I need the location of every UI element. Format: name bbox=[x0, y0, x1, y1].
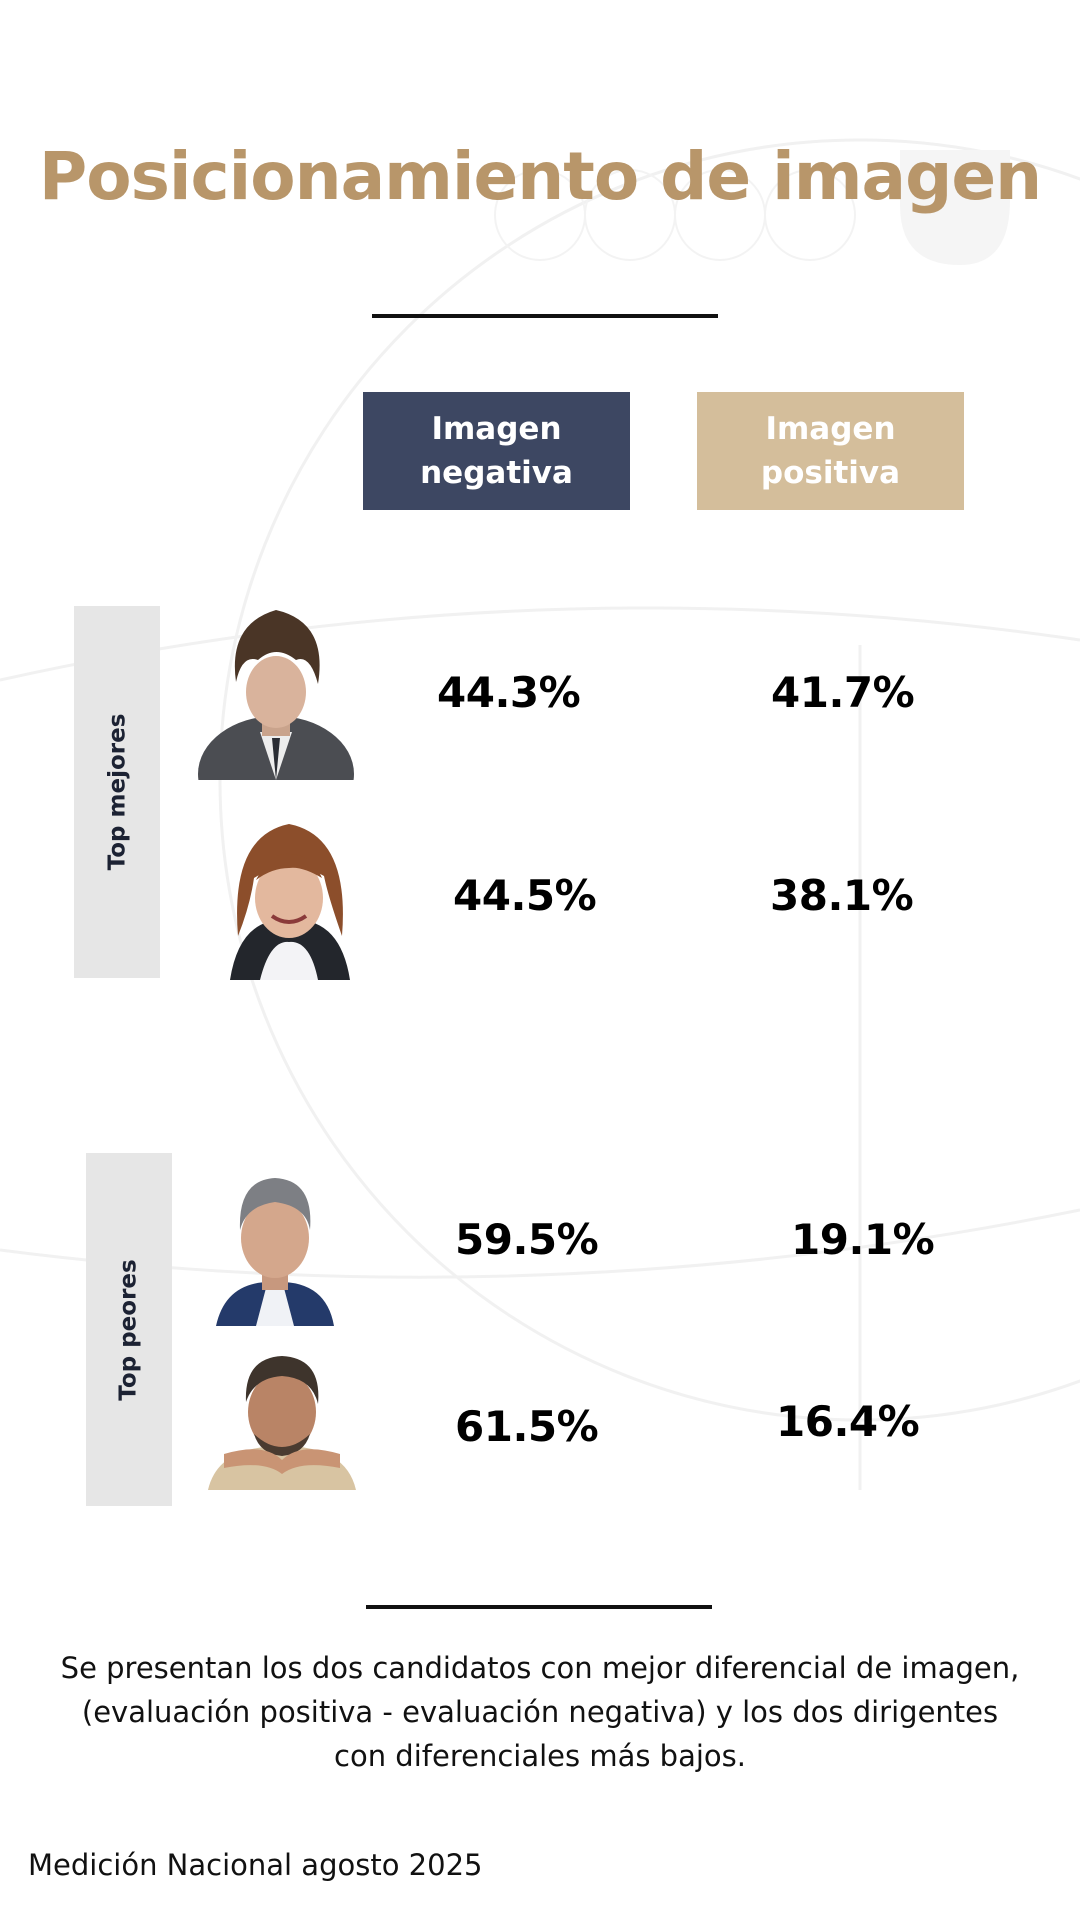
group-label-top-best: Top mejores bbox=[104, 713, 131, 871]
candidate-3-negative-value: 59.5% bbox=[455, 1215, 599, 1264]
candidate-4-photo bbox=[208, 1356, 356, 1490]
candidate-3-positive-value: 19.1% bbox=[791, 1215, 935, 1264]
candidate-4-positive-value: 16.4% bbox=[776, 1397, 920, 1446]
candidate-3-photo bbox=[216, 1178, 334, 1326]
page-title: Posicionamiento de imagen bbox=[38, 138, 1042, 215]
candidate-1-positive-value: 41.7% bbox=[771, 668, 915, 717]
group-tab-top-worst: Top peores bbox=[86, 1153, 172, 1506]
title-divider bbox=[372, 314, 718, 318]
group-label-top-worst: Top peores bbox=[116, 1258, 142, 1401]
candidate-4-negative-value: 61.5% bbox=[455, 1402, 599, 1451]
footer-divider bbox=[366, 1605, 712, 1609]
source-label: Medición Nacional agosto 2025 bbox=[28, 1848, 483, 1882]
candidate-1-negative-value: 44.3% bbox=[437, 668, 581, 717]
candidate-2-positive-value: 38.1% bbox=[770, 871, 914, 920]
negative-image-header: Imagen negativa bbox=[363, 392, 630, 510]
candidate-1-photo bbox=[198, 610, 354, 780]
candidate-2-negative-value: 44.5% bbox=[453, 871, 597, 920]
candidate-2-photo bbox=[230, 824, 350, 980]
positive-image-header: Imagen positiva bbox=[697, 392, 964, 510]
methodology-note: Se presentan los dos candidatos con mejo… bbox=[60, 1651, 1020, 1773]
group-tab-top-best: Top mejores bbox=[74, 606, 160, 978]
